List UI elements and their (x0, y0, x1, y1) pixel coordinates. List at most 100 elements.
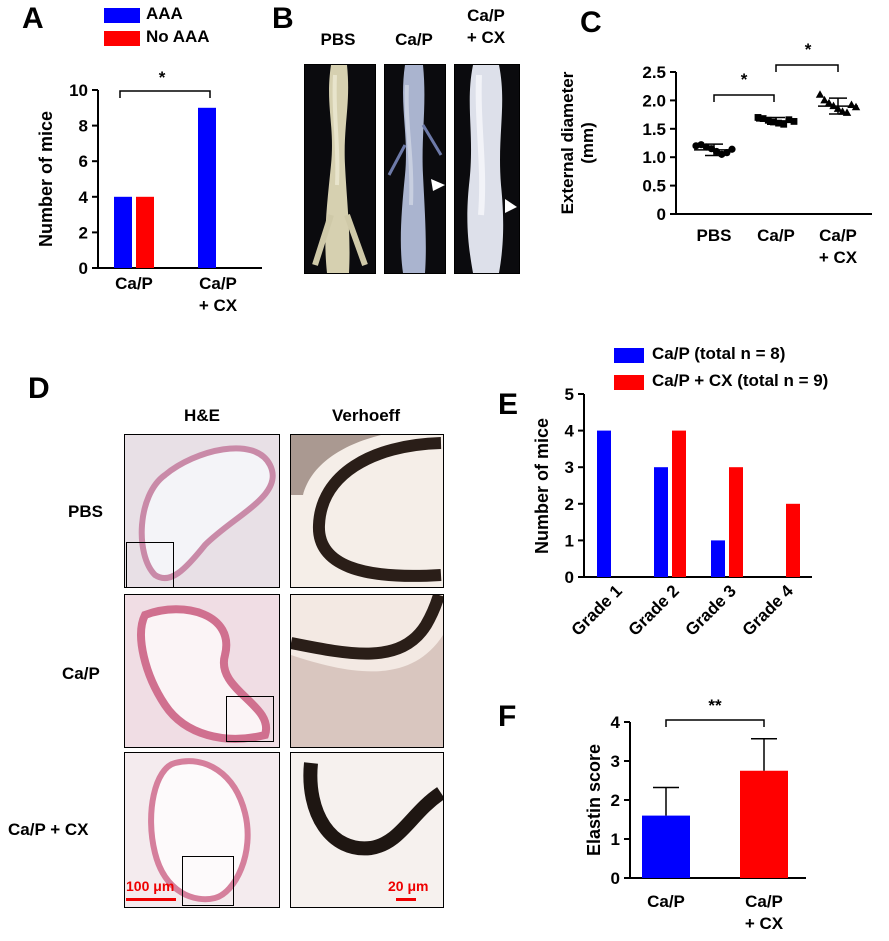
chart-a-sig: * (158, 68, 166, 87)
chart-a-bar-aaa-1 (198, 107, 216, 268)
arrowhead-icon (505, 199, 517, 213)
legend-swatch-no-aaa (104, 31, 140, 46)
verhoeff-scale-bar (396, 898, 416, 901)
chart-e-ytick-label-4: 4 (565, 422, 575, 441)
photo-col-cap-label: Ca/P (395, 30, 433, 49)
photo-col-pbs-label: PBS (320, 30, 356, 49)
chart-e-bar-1-2 (729, 467, 743, 577)
chart-e-bar-1-1 (672, 430, 686, 577)
chart-c-point-2-0 (815, 90, 825, 98)
panel-a-letter: A (22, 2, 44, 35)
chart-f-ytick-label-4: 4 (611, 713, 621, 732)
arrowhead-icon (431, 179, 445, 191)
chart-c-point-2-2 (824, 98, 834, 107)
he-image-pbs (124, 434, 280, 588)
chart-c-ytick-label-5: 2.5 (642, 63, 666, 82)
chart-c-cat2: Ca/P (757, 226, 795, 245)
chart-e-bar-0-2 (711, 540, 725, 577)
histo-row-cap-label: Ca/P (62, 664, 100, 683)
panel-f-letter: F (498, 700, 517, 733)
chart-e-ylabel: Number of mice (532, 418, 552, 554)
chart-f-sig: ** (708, 696, 722, 715)
chart-a-ylabel: Number of mice (36, 111, 56, 247)
aorta-photo-cap (384, 64, 446, 274)
legend-label-capcx: Ca/P + CX (total n = 9) (652, 371, 829, 390)
he-scale-bar (126, 898, 176, 901)
chart-c-point-1-3 (770, 118, 777, 126)
aorta-photo-capcx (454, 64, 520, 274)
he-image-capcx (124, 752, 280, 908)
he-capcx-inset (182, 856, 234, 906)
photo-col-capcx-label1: Ca/P (467, 6, 505, 25)
legend-swatch-aaa (104, 8, 140, 23)
he-scale-label: 100 μm (126, 878, 175, 894)
chart-a-sig-bracket (119, 90, 211, 98)
chart-c-point-1-0 (754, 114, 762, 121)
chart-a-ytick-label-0: 0 (79, 259, 88, 278)
he-pbs-inset (126, 542, 174, 588)
panel-c-letter: C (580, 6, 602, 39)
chart-c-cat3-line1: Ca/P (819, 226, 857, 245)
panel-b-letter: B (272, 2, 294, 35)
panel-e-letter: E (498, 388, 519, 421)
chart-c-ytick-label-3: 1.5 (642, 120, 666, 139)
chart-f-cat2-line1: Ca/P (745, 892, 783, 911)
chart-e-ytick-label-1: 1 (565, 531, 574, 550)
chart-c-ytick-label-4: 2.0 (642, 91, 666, 110)
chart-a-ytick-label-5: 10 (69, 81, 88, 100)
chart-f-sig-bracket (665, 719, 765, 727)
he-cap-inset (226, 696, 274, 742)
chart-a-bar-no-aaa-0 (136, 196, 154, 268)
chart-f-ytick-label-2: 2 (611, 791, 620, 810)
photo-col-capcx-label2: + CX (466, 28, 506, 47)
chart-a-ytick-label-1: 2 (79, 223, 88, 242)
chart-c-sig2: * (804, 40, 812, 59)
chart-f-ytick-label-3: 3 (611, 752, 620, 771)
chart-f-ylabel: Elastin score (584, 744, 604, 856)
legend-swatch-cap (614, 348, 644, 363)
chart-f-ytick-label-1: 1 (611, 830, 620, 849)
legend-swatch-capcx (614, 375, 644, 390)
chart-c-point-1-4 (775, 119, 782, 127)
verhoeff-image-capcx (290, 752, 444, 908)
histo-col-he-label: H&E (184, 406, 220, 425)
verhoeff-image-cap (290, 594, 444, 748)
verhoeff-scale-label: 20 μm (388, 878, 429, 894)
chart-e-bar-0-1 (654, 467, 668, 577)
chart-c-ytick-label-1: 0.5 (642, 177, 666, 196)
chart-c-sig-bracket-1 (713, 94, 775, 102)
chart-f-cat1: Ca/P (647, 892, 685, 911)
chart-a-ytick-label-3: 6 (79, 152, 88, 171)
histo-row-pbs-label: PBS (68, 502, 103, 521)
chart-c-point-1-1 (759, 115, 767, 122)
chart-a-bar-aaa-0 (114, 196, 132, 268)
chart-a-ytick-label-2: 4 (79, 188, 89, 207)
aorta-photo-pbs (304, 64, 376, 274)
chart-a-ytick-label-4: 8 (79, 117, 88, 136)
chart-c-point-1-6 (785, 116, 793, 124)
legend-label-cap: Ca/P (total n = 8) (652, 344, 786, 363)
chart-f-bar-0 (642, 815, 690, 878)
chart-e-ytick-label-5: 5 (565, 385, 574, 404)
chart-c-ytick-label-0: 0 (657, 205, 666, 224)
legend-label-aaa: AAA (146, 4, 183, 23)
chart-f-bar-1 (740, 770, 788, 878)
chart-e-bar-1-3 (786, 503, 800, 577)
chart-e-ytick-label-3: 3 (565, 458, 574, 477)
chart-c-point-0-6 (723, 149, 731, 157)
chart-c-point-2-1 (820, 95, 829, 104)
panel-d-letter: D (28, 372, 50, 405)
histo-col-verhoeff-label: Verhoeff (331, 406, 401, 425)
chart-a-cat2-line2: + CX (198, 296, 238, 315)
histo-row-capcx-label: Ca/P + CX (8, 820, 89, 839)
chart-a-cat2-line1: Ca/P (199, 274, 237, 293)
chart-a-cat1: Ca/P (115, 274, 153, 293)
legend-label-no-aaa: No AAA (146, 27, 210, 46)
chart-f-cat2-line2: + CX (744, 914, 784, 933)
he-image-cap (124, 594, 280, 748)
chart-c-cat1: PBS (696, 226, 732, 245)
